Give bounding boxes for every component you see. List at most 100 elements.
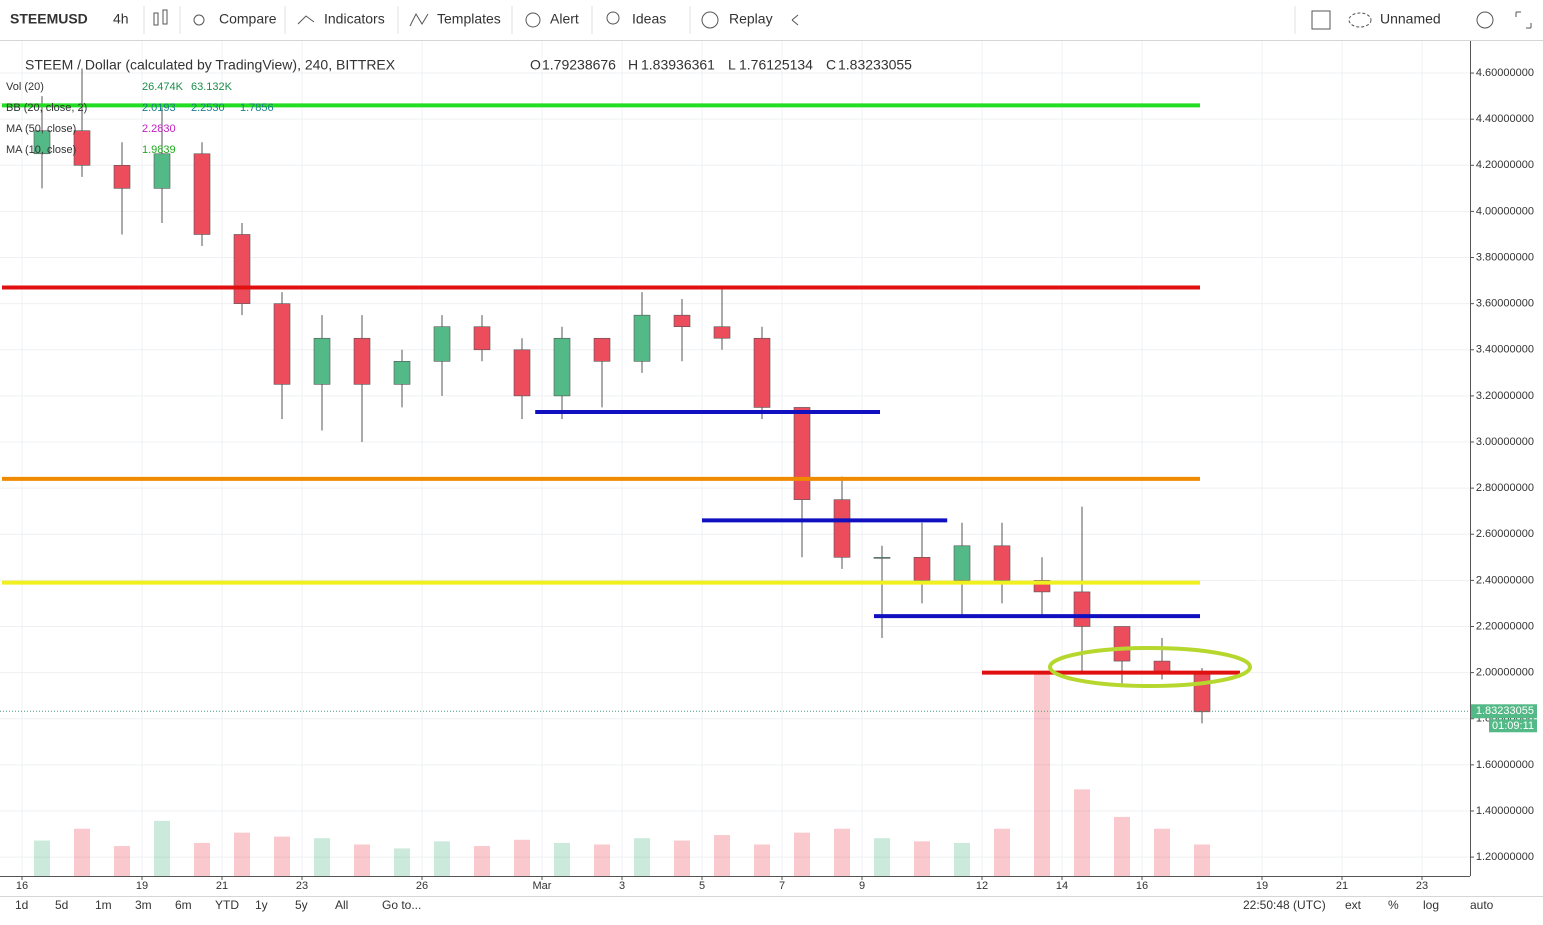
volume-bar [434,841,450,876]
legend-low: 1.76125134 [739,57,813,73]
indicator-value: 1.7856 [240,102,274,114]
y-tick-label: 3.00000000 [1476,436,1534,448]
candle-body [913,557,931,581]
last-price-label: 1.83233055 [1476,705,1534,717]
y-tick-label: 1.60000000 [1476,759,1534,771]
volume-bar [194,842,210,876]
legend-label: C [826,57,836,73]
range-button[interactable]: YTD [215,898,239,912]
grid [0,41,1470,876]
candle-body [1113,626,1131,662]
candle-body [993,545,1011,581]
countdown-box [1489,719,1537,733]
indicator-name: MA (10, close) [6,144,76,156]
volume-bar [834,828,850,876]
candle-body [1193,672,1211,713]
x-tick-label: 23 [296,880,308,892]
templates-button[interactable]: Templates [437,11,501,27]
y-tick-label: 2.80000000 [1476,482,1534,494]
x-tick-label: 23 [1416,880,1428,892]
interval[interactable]: 4h [113,11,129,27]
volume-bar [634,838,650,876]
scale-option[interactable]: ext [1345,898,1362,912]
candle-body [553,337,571,397]
range-button[interactable]: All [335,898,348,912]
candle-body [233,234,251,304]
volume-bar [1194,844,1210,876]
candle-body [433,326,451,362]
indicator-value: 2.2530 [191,102,225,114]
toolbar-icons [143,6,1532,34]
volume-bar [154,820,170,876]
candle-body [953,545,971,581]
top-toolbar [0,0,1543,40]
y-tick-label: 3.60000000 [1476,298,1534,310]
range-button[interactable]: 6m [175,898,192,912]
volume-bar [394,848,410,876]
y-tick-label: 3.80000000 [1476,251,1534,263]
y-tick-label: 1.40000000 [1476,805,1534,817]
ideas-button[interactable]: Ideas [632,11,666,27]
range-button[interactable]: 5y [295,898,308,912]
volume-bar [594,844,610,876]
volume-bar [1034,671,1050,876]
legend-label: L [728,57,736,73]
candle-body [313,337,331,385]
candle-body [193,153,211,235]
x-tick-label: 21 [216,880,228,892]
volume-bar [714,835,730,876]
layout-name[interactable]: Unnamed [1380,11,1441,27]
volume-bar [34,840,50,876]
candle-body [473,326,491,351]
range-button[interactable]: 1d [15,898,28,912]
candle-body [153,153,171,189]
candle-body [393,361,411,385]
volume-bar [674,840,690,876]
candle-body [513,349,531,397]
range-button[interactable]: 1m [95,898,112,912]
countdown-label: 01:09:11 [1492,720,1534,732]
indicators-button[interactable]: Indicators [324,11,385,27]
scale-option[interactable]: % [1388,898,1399,912]
legend-open: 1.79238676 [542,57,616,73]
compare-button[interactable]: Compare [219,11,277,27]
candle-body [633,314,651,362]
goto-button[interactable]: Go to... [382,898,421,912]
x-tick-label: 3 [619,880,625,892]
bottom-toolbar: 1d 5d 1m 3m 6m YTD 1y 5y All Go to... 22:50:48 (UT… [15,898,1494,912]
x-tick-label: 16 [1136,880,1148,892]
y-tick-label: 4.60000000 [1476,67,1534,79]
y-tick-label: 2.40000000 [1476,574,1534,586]
candle-body [1073,591,1091,627]
y-tick-label: 3.20000000 [1476,390,1534,402]
symbol[interactable]: STEEMUSD [10,11,88,27]
volume-bar [994,828,1010,876]
range-button[interactable]: 3m [135,898,152,912]
volume-bar [354,844,370,876]
candle-body [33,130,51,155]
x-tick-label: 16 [16,880,28,892]
volume-bar [474,846,490,876]
range-button[interactable]: 5d [55,898,68,912]
indicator-name: MA (50, close) [6,123,76,135]
y-tick-label: 4.40000000 [1476,113,1534,125]
indicator-value: 26.474K [142,81,184,93]
indicator-value: 2.2830 [142,123,176,135]
alert-button[interactable]: Alert [550,11,579,27]
volume-bar [1114,816,1130,876]
legend-close: 1.83233055 [838,57,912,73]
y-tick-label: 4.20000000 [1476,159,1534,171]
scale-option[interactable]: auto [1470,898,1494,912]
highlight-ellipse [1048,646,1252,688]
scale-option[interactable]: log [1423,898,1439,912]
x-tick-label: 5 [699,880,705,892]
replay-button[interactable]: Replay [729,11,773,27]
range-button[interactable]: 1y [255,898,268,912]
y-tick-label: 2.60000000 [1476,528,1534,540]
volume-bar [514,839,530,876]
volume-bar [1154,828,1170,876]
y-tick-label: 2.00000000 [1476,667,1534,679]
x-tick-label: 26 [416,880,428,892]
x-tick-label: 7 [779,880,785,892]
legend-label: H [628,57,638,73]
